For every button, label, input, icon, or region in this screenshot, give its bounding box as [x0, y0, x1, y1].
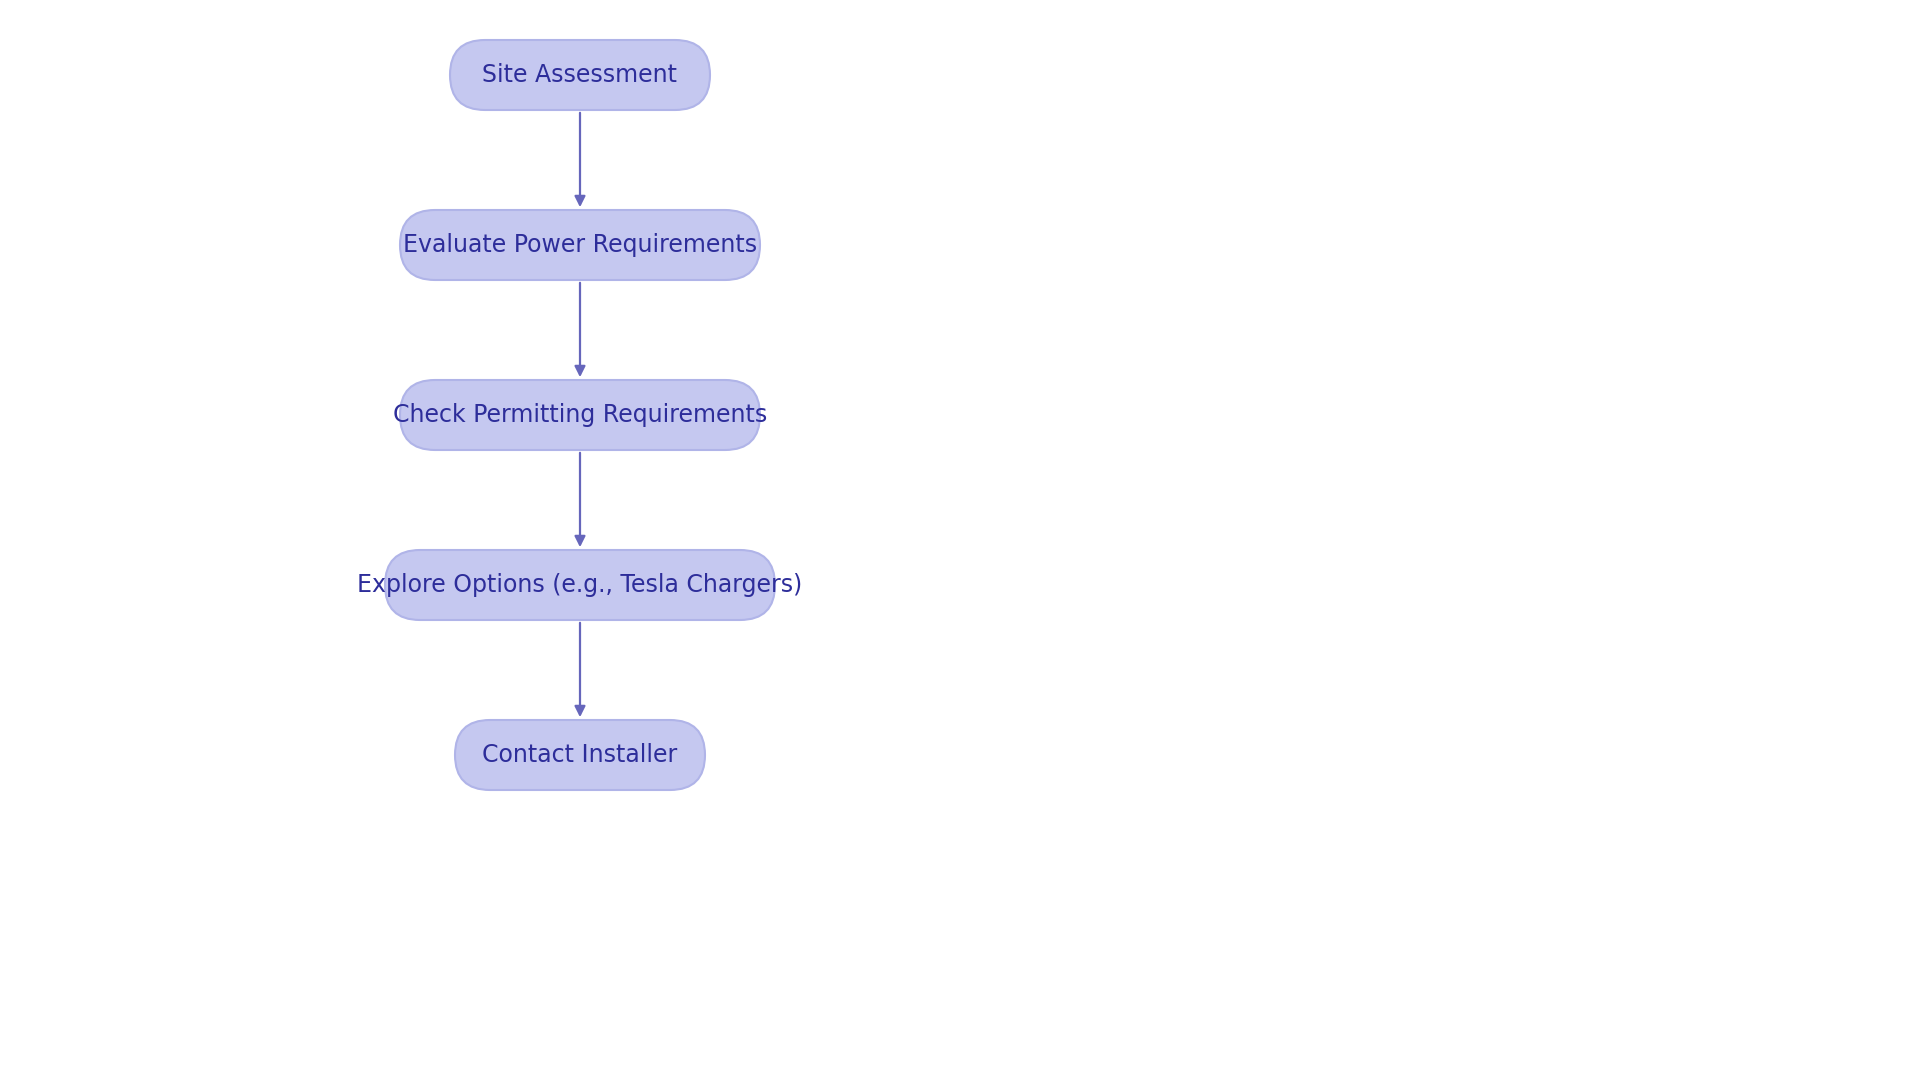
- FancyBboxPatch shape: [399, 210, 760, 280]
- FancyBboxPatch shape: [386, 550, 776, 619]
- Text: Check Permitting Requirements: Check Permitting Requirements: [394, 403, 768, 427]
- FancyBboxPatch shape: [399, 380, 760, 451]
- Text: Contact Installer: Contact Installer: [482, 743, 678, 767]
- Text: Site Assessment: Site Assessment: [482, 63, 678, 87]
- Text: Explore Options (e.g., Tesla Chargers): Explore Options (e.g., Tesla Chargers): [357, 573, 803, 597]
- Text: Evaluate Power Requirements: Evaluate Power Requirements: [403, 233, 756, 257]
- FancyBboxPatch shape: [455, 720, 705, 790]
- FancyBboxPatch shape: [449, 40, 710, 110]
